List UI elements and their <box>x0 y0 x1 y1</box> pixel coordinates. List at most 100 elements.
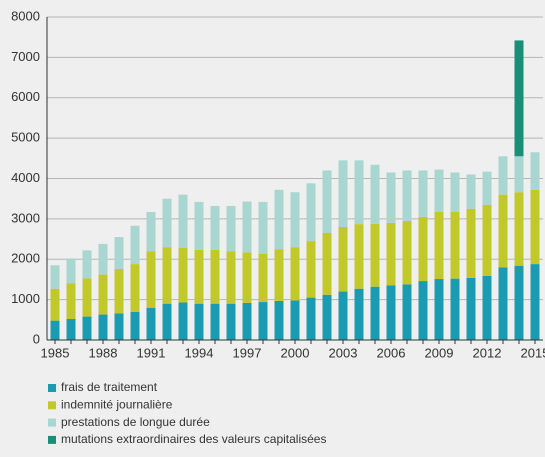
bar-segment <box>130 225 140 265</box>
bar-segment <box>434 279 444 340</box>
bar-segment <box>306 297 316 340</box>
legend-swatch <box>48 418 56 427</box>
bar-segment <box>354 288 364 340</box>
bar-segment <box>322 294 332 340</box>
bar-segment <box>98 243 108 275</box>
bar-segment <box>290 300 300 340</box>
bar-segment <box>530 189 540 265</box>
bar-segment <box>50 320 60 340</box>
y-tick-label: 3000 <box>11 210 40 225</box>
bar-segment <box>434 169 444 213</box>
bar-segment <box>338 226 348 292</box>
bar-segment <box>226 303 236 340</box>
bar-segment <box>498 267 508 340</box>
bar-segment <box>354 160 364 225</box>
bar-segment <box>114 268 124 314</box>
bar-segment <box>130 311 140 340</box>
y-tick-label: 7000 <box>11 49 40 64</box>
bar-segment <box>178 302 188 340</box>
bar-segment <box>82 250 92 279</box>
x-tick-label: 1991 <box>137 345 166 360</box>
bar-segment <box>146 307 156 340</box>
bar-segment <box>514 40 524 157</box>
bar-segment <box>242 252 252 303</box>
bar-segment <box>194 303 204 340</box>
y-tick-label: 0 <box>33 331 40 346</box>
bar-segment <box>66 283 76 320</box>
bar-segment <box>450 212 460 279</box>
bar-segment <box>354 224 364 289</box>
bar-segment <box>386 222 396 286</box>
bar-segment <box>466 277 476 340</box>
bar-segment <box>482 275 492 340</box>
bar-segment <box>498 194 508 268</box>
bar-segment <box>402 220 412 285</box>
bar-segment <box>450 172 460 213</box>
bar-segment <box>530 152 540 190</box>
bar-segment <box>258 254 268 303</box>
x-tick-label: 1988 <box>89 345 118 360</box>
bar-segment <box>274 300 284 340</box>
x-tick-label: 2000 <box>281 345 310 360</box>
bar-segment <box>338 160 348 227</box>
bar-segment <box>194 201 204 250</box>
bar-segment <box>194 249 204 304</box>
y-tick-label: 2000 <box>11 251 40 266</box>
legend-label: indemnité journalière <box>61 397 173 411</box>
bar-segment <box>226 251 236 304</box>
bar-segment <box>98 274 108 315</box>
x-tick-label: 2006 <box>377 345 406 360</box>
bar-segment <box>242 302 252 340</box>
x-tick-label: 1994 <box>185 345 214 360</box>
bar-segment <box>290 247 300 301</box>
bar-segment <box>82 316 92 340</box>
bar-segment <box>258 302 268 340</box>
bar-segment <box>386 172 396 223</box>
legend: frais de traitement indemnité journalière… <box>48 380 326 446</box>
bar-segment <box>290 192 300 248</box>
bar-segment <box>370 164 380 224</box>
bar-segment <box>482 204 492 276</box>
bar-segment <box>498 156 508 195</box>
bar-segment <box>178 194 188 248</box>
bar-segment <box>50 288 60 321</box>
bar-segment <box>258 201 268 255</box>
legend-swatch <box>48 384 56 392</box>
bar-segment <box>66 258 76 284</box>
bar-segment <box>418 170 428 217</box>
x-tick-label: 2003 <box>329 345 358 360</box>
bar-segment <box>114 237 124 269</box>
bar-segment <box>402 284 412 340</box>
x-tick-label: 1985 <box>41 345 70 360</box>
bar-segment <box>274 249 284 301</box>
bar-segment <box>274 189 284 250</box>
y-tick-label: 1000 <box>11 291 40 306</box>
bar-segment <box>50 265 60 289</box>
x-tick-label: 2012 <box>473 345 502 360</box>
bar-segment <box>242 201 252 253</box>
bar-segment <box>402 170 412 221</box>
bar-segment <box>418 281 428 340</box>
bar-segment <box>514 265 524 340</box>
bar-segment <box>146 251 156 308</box>
bar-segment <box>466 208 476 278</box>
bar-segment <box>210 303 220 340</box>
legend-label: mutations extraordinaires des valeurs ca… <box>61 432 326 446</box>
bar-segment <box>226 205 236 252</box>
bar-segment <box>450 278 460 340</box>
bar-segment <box>322 170 332 234</box>
legend-label: frais de traitement <box>61 380 158 394</box>
bar-segment <box>514 156 524 193</box>
bar-segment <box>130 264 140 312</box>
bar-segment <box>178 247 188 303</box>
bar-segment <box>482 171 492 205</box>
bar-segment <box>466 174 476 209</box>
legend-swatch <box>48 435 56 444</box>
bar-segment <box>370 286 380 340</box>
bar-segment <box>210 205 220 250</box>
bar-segment <box>530 264 540 340</box>
bar-segment <box>370 223 380 287</box>
bar-segment <box>418 216 428 282</box>
bar-segment <box>162 198 172 248</box>
